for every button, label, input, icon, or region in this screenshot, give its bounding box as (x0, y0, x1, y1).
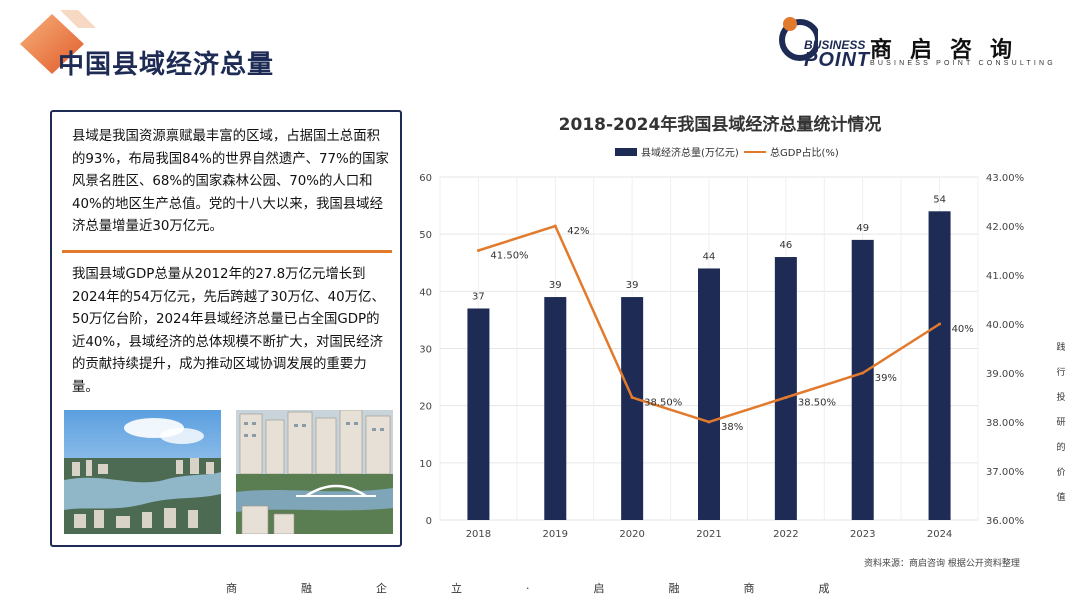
logo-cn-name: 商启咨询 (870, 38, 1031, 63)
left-tick-label: 30 (419, 345, 432, 356)
right-tick-label: 38.00% (986, 418, 1024, 429)
legend-bar-swatch (615, 148, 637, 156)
left-tick-label: 40 (419, 287, 432, 298)
line-value-label: 40% (952, 324, 974, 335)
bar (928, 211, 951, 521)
legend-bar-label: 县域经济总量(万亿元) (641, 146, 739, 159)
right-axis: 36.00% 37.00% 38.00% 39.00% 40.00% 41.00% 42.0… (986, 173, 1024, 527)
line-point (707, 420, 711, 424)
source-note: 资料来源：商启咨询 根据公开资料整理 (864, 559, 1020, 569)
line-value-labels: 41.50% 42% 38.50% 38% 38.50% 39% 40% (476, 224, 974, 433)
x-tick-label: 2023 (850, 529, 875, 540)
logo-en-name: BUSINESS POINT CONSULTING (870, 60, 1056, 67)
x-tick-label: 2019 (543, 529, 568, 540)
bar-value-label: 37 (472, 291, 485, 302)
legend-line-label: 总GDP占比(%) (770, 146, 839, 159)
bar (774, 257, 797, 520)
city-river-photo (64, 410, 221, 534)
chart-legend: 县域经济总量(万亿元) 总GDP占比(%) (615, 146, 839, 159)
right-tick-label: 41.00% (986, 271, 1024, 282)
city-buildings-photo (236, 410, 393, 534)
bar-value-label: 49 (856, 223, 869, 234)
bar-series (467, 211, 951, 521)
logo-word-point: POINT (804, 49, 871, 71)
line-point (476, 249, 480, 252)
chart-title: 2018-2024年我国县域经济总量统计情况 (559, 114, 882, 135)
line-point (938, 322, 942, 326)
left-tick-label: 0 (426, 516, 432, 527)
right-tick-label: 37.00% (986, 467, 1024, 478)
bar (467, 308, 490, 520)
bar-value-labels: 37 39 39 44 46 49 54 (472, 194, 946, 302)
left-axis: 0 10 20 30 40 50 60 (419, 173, 432, 527)
line-value-label: 42% (567, 226, 589, 237)
line-point (553, 224, 557, 228)
x-tick-label: 2020 (619, 529, 644, 540)
right-tick-label: 39.00% (986, 369, 1024, 380)
left-tick-label: 50 (419, 230, 432, 241)
bar (851, 239, 874, 520)
company-logo: BUSINESS POINT 商启咨询 BUSINESS POINT CONSU… (778, 14, 1068, 74)
bar (544, 297, 567, 520)
gdp-chart: 2018-2024年我国县域经济总量统计情况 县域经济总量(万亿元) 总GDP占… (419, 114, 1024, 540)
bar-value-label: 39 (626, 280, 639, 291)
bar-value-label: 39 (549, 280, 562, 291)
right-tick-label: 40.00% (986, 320, 1024, 331)
x-tick-label: 2018 (466, 529, 491, 540)
page-title: 中国县域经济总量 (58, 50, 275, 80)
orange-divider (62, 250, 392, 253)
right-tick-label: 42.00% (986, 222, 1024, 233)
bar (698, 268, 720, 520)
line-value-label: 38.50% (798, 398, 836, 409)
right-tick-label: 43.00% (986, 173, 1024, 184)
bar-value-label: 44 (703, 251, 716, 262)
x-tick-label: 2022 (773, 529, 798, 540)
x-axis: 2018 2019 2020 2021 2022 2023 2024 (466, 529, 953, 540)
footer-slogan: 商融企立·启融商成 (226, 582, 894, 595)
left-tick-label: 20 (419, 402, 432, 413)
left-tick-label: 60 (419, 173, 432, 184)
left-tick-label: 10 (419, 459, 432, 470)
line-point (861, 371, 865, 375)
x-tick-label: 2024 (927, 529, 952, 540)
logo-word-business: BUSINESS (804, 38, 866, 52)
paragraph-intro: 县域是我国资源禀赋最丰富的区域，占据国土总面积的93%，布局我国84%的世界自然… (72, 129, 389, 234)
line-value-label: 38.50% (644, 398, 682, 409)
vertical-slogan: 践行投研的价值 (1056, 343, 1066, 503)
bar-value-label: 46 (779, 240, 792, 251)
right-tick-label: 36.00% (986, 516, 1024, 527)
corner-decoration (20, 10, 96, 74)
line-point (784, 396, 788, 399)
line-point (630, 396, 634, 399)
line-value-label: 38% (721, 422, 743, 433)
line-value-label: 39% (875, 373, 897, 384)
x-tick-label: 2021 (696, 529, 721, 540)
bar-value-label: 54 (933, 194, 946, 205)
paragraph-gdp: 我国县域GDP总量从2012年的27.8万亿元增长到2024年的54万亿元，先后… (72, 267, 385, 395)
line-value-label: 41.50% (490, 251, 528, 262)
text-card: 县域是我国资源禀赋最丰富的区域，占据国土总面积的93%，布局我国84%的世界自然… (50, 110, 402, 547)
logo-mark-icon (779, 17, 818, 61)
bar (621, 297, 644, 520)
